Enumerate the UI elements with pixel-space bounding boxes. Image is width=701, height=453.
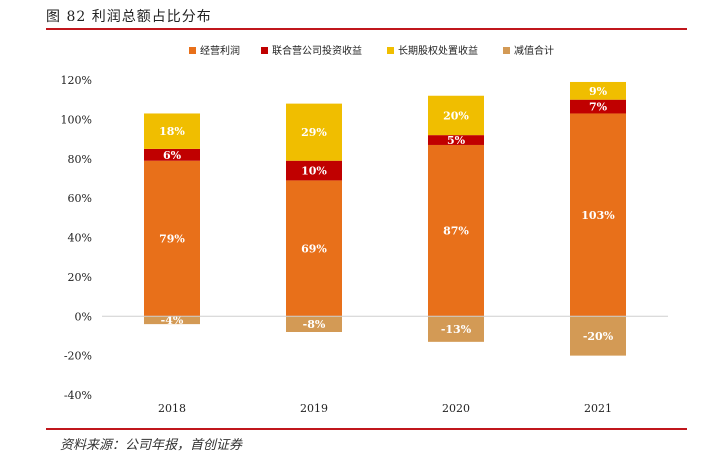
y-tick-label: 80% bbox=[68, 153, 92, 166]
bar-segment-2021-s1 bbox=[570, 99, 626, 114]
x-tick-label-2020: 2020 bbox=[442, 402, 470, 415]
data-label-2019-s2: 29% bbox=[301, 126, 327, 139]
title-divider bbox=[46, 28, 687, 30]
data-label-2018-s1: 6% bbox=[163, 149, 182, 162]
bar-segment-2021-s3 bbox=[570, 316, 626, 356]
y-tick-label: 20% bbox=[68, 271, 92, 284]
y-tick-label: 120% bbox=[61, 74, 92, 87]
bar-segment-2019-s2 bbox=[286, 103, 342, 161]
legend-swatch-1 bbox=[261, 47, 268, 54]
legend-swatch-3 bbox=[503, 47, 510, 54]
legend-label-2: 长期股权处置收益 bbox=[398, 44, 478, 57]
x-tick-label-2019: 2019 bbox=[300, 402, 328, 415]
y-tick-label: 60% bbox=[68, 192, 92, 205]
legend-swatch-0 bbox=[189, 47, 196, 54]
y-tick-label: 40% bbox=[68, 232, 92, 245]
data-label-2020-s2: 20% bbox=[443, 109, 469, 122]
x-tick-label-2021: 2021 bbox=[584, 402, 612, 415]
bar-segment-2019-s1 bbox=[286, 160, 342, 181]
source-note: 资料来源：公司年报，首创证券 bbox=[60, 438, 243, 453]
bar-segment-2018-s2 bbox=[144, 113, 200, 149]
legend-label-3: 减值合计 bbox=[514, 44, 554, 57]
data-label-2018-s2: 18% bbox=[159, 125, 185, 138]
bar-segment-2020-s0 bbox=[428, 144, 484, 317]
bar-groups: 79% 6% 18% -4% 69% 10% 29% -8% 87% 5% 20% -13% 103% 7… bbox=[144, 81, 626, 356]
x-tick-label-2018: 2018 bbox=[158, 402, 186, 415]
data-label-2019-s0: 69% bbox=[301, 242, 327, 255]
y-tick-label: 0% bbox=[75, 310, 92, 323]
bar-segment-2021-s0 bbox=[570, 113, 626, 317]
legend-label-1: 联合营公司投资收益 bbox=[272, 44, 362, 57]
data-label-2020-s1: 5% bbox=[447, 134, 466, 147]
data-label-2021-s0: 103% bbox=[581, 209, 615, 222]
y-axis: 120% 100% 80% 60% 40% 20% 0% -20% -40% bbox=[61, 74, 92, 402]
bar-segment-2018-s3 bbox=[144, 316, 200, 325]
figure-title: 图 82 利润总额占比分布 bbox=[46, 9, 212, 25]
bar-segment-2019-s0 bbox=[286, 180, 342, 317]
footer-divider bbox=[46, 428, 687, 430]
bar-segment-2020-s2 bbox=[428, 95, 484, 136]
data-label-2020-s0: 87% bbox=[443, 225, 469, 238]
y-tick-label: -40% bbox=[64, 389, 92, 402]
bar-segment-2020-s1 bbox=[428, 135, 484, 145]
bar-segment-2019-s3 bbox=[286, 316, 342, 332]
x-axis: 2018 2019 2020 2021 bbox=[102, 315, 668, 415]
bar-segment-2021-s2 bbox=[570, 81, 626, 100]
y-tick-label: -20% bbox=[64, 350, 92, 363]
bar-segment-2018-s0 bbox=[144, 160, 200, 317]
legend-swatch-2 bbox=[387, 47, 394, 54]
data-label-2018-s3: -4% bbox=[161, 314, 184, 327]
bar-segment-2018-s1 bbox=[144, 148, 200, 161]
data-label-2021-s3: -20% bbox=[583, 330, 614, 343]
data-label-2019-s3: -8% bbox=[303, 318, 326, 331]
data-label-2019-s1: 10% bbox=[301, 165, 327, 178]
bar-segment-2020-s3 bbox=[428, 316, 484, 342]
data-label-2020-s3: -13% bbox=[441, 323, 472, 336]
y-tick-label: 100% bbox=[61, 113, 92, 126]
legend-label-0: 经营利润 bbox=[200, 44, 240, 57]
chart-legend: 经营利润 联合营公司投资收益 长期股权处置收益 减值合计 bbox=[189, 44, 554, 57]
data-label-2021-s2: 9% bbox=[589, 85, 608, 98]
data-label-2018-s0: 79% bbox=[159, 232, 185, 245]
stacked-bar-chart: 经营利润 联合营公司投资收益 长期股权处置收益 减值合计 120% 100% 80% 60%… bbox=[61, 44, 668, 415]
data-label-2021-s1: 7% bbox=[589, 101, 608, 114]
